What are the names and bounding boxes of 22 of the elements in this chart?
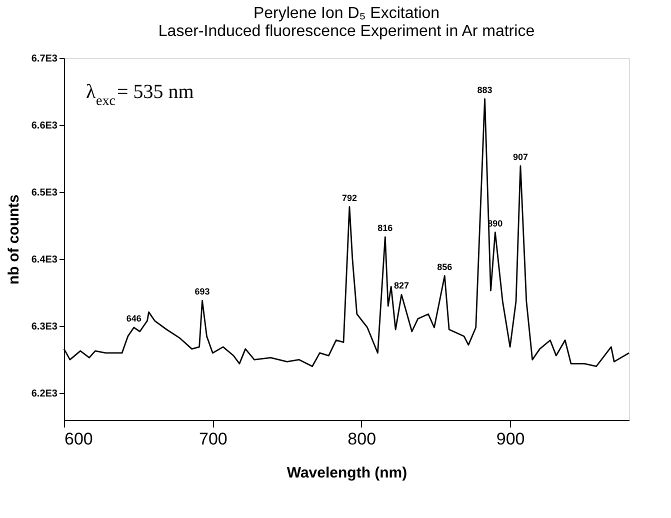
annotation: 693	[194, 286, 210, 297]
chart-title: Perylene Ion D₅ Excitation	[253, 5, 440, 22]
x-tick-label: 600	[64, 430, 93, 448]
x-tick-label: 700	[198, 430, 228, 448]
y-tick-label: 6.3E3	[31, 322, 58, 333]
annotation: 816	[378, 222, 393, 233]
y-tick-label: 6.6E3	[31, 120, 58, 132]
y-axis-title: nb of counts	[5, 194, 22, 284]
x-axis-title: Wavelength (nm)	[286, 464, 408, 482]
annotation: 646	[126, 313, 142, 324]
x-tick-label: 800	[348, 430, 376, 448]
annotation: 856	[437, 262, 452, 272]
annotation: 792	[342, 192, 357, 203]
y-tick-label: 6.5E3	[31, 188, 58, 199]
y-tick-label: 6.4E3	[31, 254, 58, 266]
y-tick-label: 6.7E3	[31, 54, 58, 64]
x-tick-label: 900	[496, 430, 525, 448]
y-tick-label: 6.2E3	[31, 388, 58, 400]
annotation: 883	[477, 84, 492, 95]
chart-subtitle: Laser-Induced fluorescence Experiment in Ar matrice	[158, 23, 535, 40]
annotation: 827	[394, 280, 410, 291]
annotation: 907	[512, 152, 528, 162]
